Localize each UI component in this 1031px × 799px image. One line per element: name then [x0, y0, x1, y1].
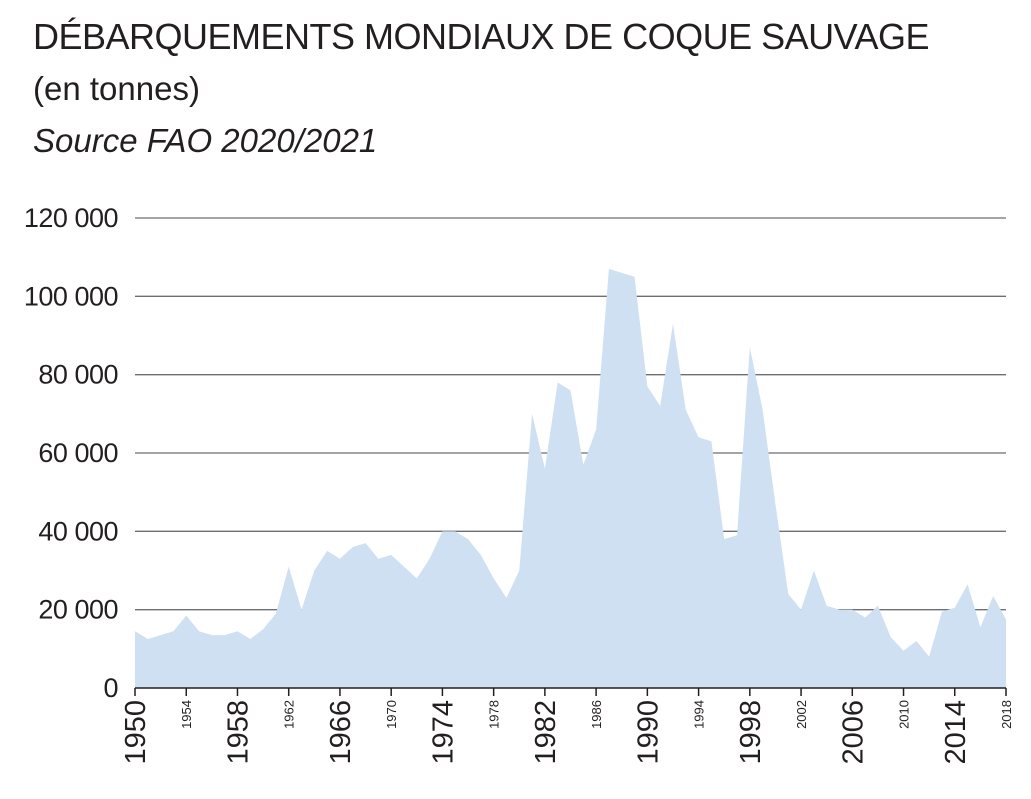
- x-tick-label-minor: 1994: [692, 700, 707, 729]
- x-tick-label-minor: 2010: [897, 700, 912, 729]
- area-series: [135, 268, 1006, 688]
- y-tick-label: 80 000: [38, 360, 118, 390]
- x-tick-label-major: 1958: [222, 700, 254, 765]
- chart-subtitle: (en tonnes): [33, 70, 200, 107]
- chart-title: DÉBARQUEMENTS MONDIAUX DE COQUE SAUVAGE: [33, 16, 929, 57]
- y-tick-label: 40 000: [38, 516, 118, 546]
- y-tick-label: 100 000: [24, 281, 118, 311]
- x-tick-label-minor: 1962: [282, 700, 297, 729]
- grid-lines: [135, 217, 1006, 611]
- x-tick-label-minor: 1978: [487, 700, 502, 729]
- chart-source: Source FAO 2020/2021: [33, 122, 378, 159]
- x-tick-label-major: 1966: [325, 700, 357, 765]
- x-tick-label-major: 1950: [120, 700, 152, 765]
- x-tick-label-minor: 2018: [999, 700, 1014, 729]
- area-fill: [135, 268, 1006, 688]
- y-tick-label: 20 000: [38, 595, 118, 625]
- x-tick-label-minor: 1986: [589, 700, 604, 729]
- y-axis-labels: 0 20 000 40 000 60 000 80 000 100 000 120 000: [24, 203, 119, 703]
- x-tick-label-major: 1982: [530, 700, 562, 765]
- x-tick-label-major: 2014: [940, 700, 972, 765]
- y-tick-label: 0: [103, 673, 118, 703]
- x-tick-label-major: 1990: [632, 700, 664, 765]
- x-tick-label-major: 1974: [427, 700, 459, 765]
- x-tick-label-minor: 1970: [384, 700, 399, 729]
- y-tick-label: 120 000: [24, 203, 118, 233]
- x-axis: 1950 1958 1966 1974 1982 1990 1998 2006 2014 1954…: [120, 687, 1014, 765]
- x-tick-label-major: 2006: [837, 700, 869, 765]
- x-tick-label-major: 1998: [735, 700, 767, 765]
- x-tick-label-minor: 1954: [179, 700, 194, 729]
- x-tick-label-minor: 2002: [794, 700, 809, 729]
- y-tick-label: 60 000: [38, 438, 118, 468]
